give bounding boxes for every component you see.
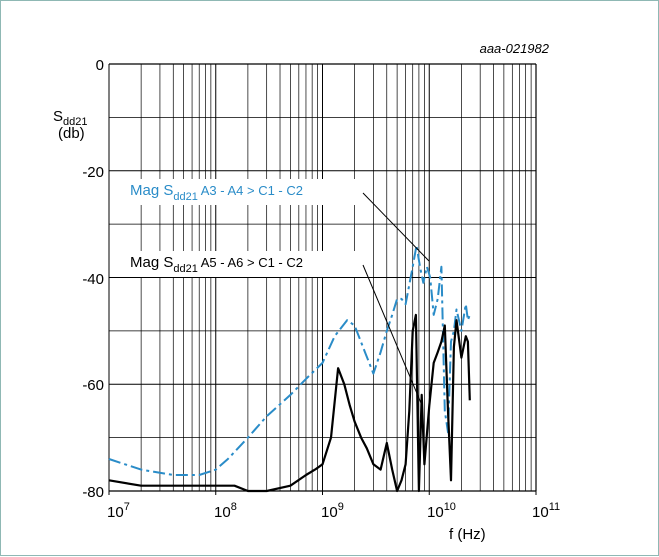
series-line-a3-a4 [108,244,471,476]
x-tick-label: 107 [107,501,130,521]
series-label-a5-text: Mag Sdd21 A5 - A6 > C1 - C2 [130,254,303,275]
y-axis-label-sub: dd21 [63,116,87,128]
x-axis-label: f (Hz) [449,526,486,543]
y-axis-label: Sdd21 [53,108,88,128]
x-tick-label: 109 [321,501,344,521]
leader-line-a3 [362,192,430,262]
series-label-a3: Mag Sdd21 A3 - A4 > C1 - C2 [127,179,363,205]
y-tick-label: -40 [82,271,104,288]
x-tick-label: 1010 [427,501,456,521]
series-layer [108,244,471,493]
y-axis-unit: (db) [58,125,85,142]
series-label-a3-text: Mag Sdd21 A3 - A4 > C1 - C2 [130,182,303,203]
y-axis-label-main: S [53,108,63,125]
y-tick-label: -60 [82,377,104,394]
y-tick-label: 0 [96,57,104,74]
y-tick-label: -80 [82,484,104,501]
x-tick-label: 108 [214,501,237,521]
x-tick-labels: 107 108 109 1010 1011 [107,501,560,521]
y-tick-labels: 0 -20 -40 -60 -80 [82,57,104,501]
x-tick-label: 1011 [532,501,560,521]
leader-line-a5 [362,264,422,404]
y-tick-label: -20 [82,164,104,181]
grid [108,63,537,495]
figure-ref-code: aaa-021982 [480,41,550,56]
series-line-a5-a6 [108,313,471,493]
series-label-a5: Mag Sdd21 A5 - A6 > C1 - C2 [127,251,363,277]
